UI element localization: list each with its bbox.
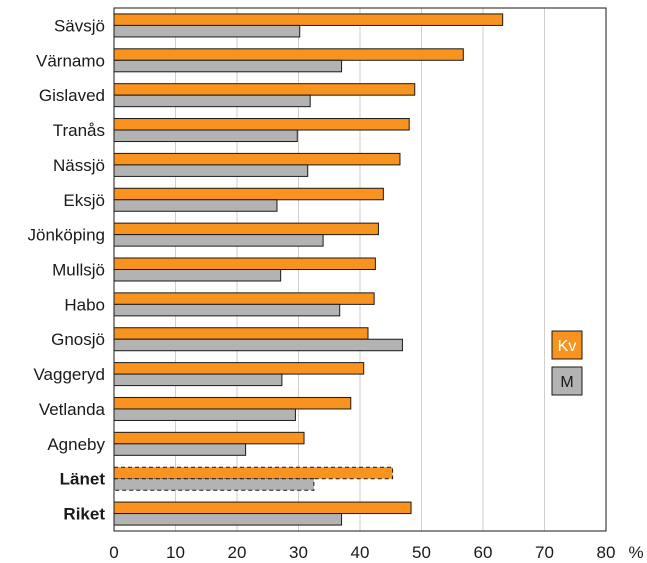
x-axis-ticks: 0 10 20 30 40 50 60 70 80% [109, 543, 643, 562]
bar-kv-savsjo [113, 13, 504, 26]
bar-m-vaggeryd [113, 373, 283, 387]
bar-kv-nassjo [113, 152, 401, 166]
x-tick-20: 20 [228, 543, 247, 562]
bar-m-lanet [113, 478, 315, 491]
category-label-agneby: Agneby [47, 435, 105, 454]
bar-m-habo [113, 303, 341, 317]
category-label-jonkoping: Jönköping [27, 226, 105, 245]
x-tick-0: 0 [109, 543, 118, 562]
x-tick-10: 10 [166, 543, 185, 562]
legend-label-kv: Kv [558, 338, 577, 355]
bar-kv-riket [113, 501, 412, 515]
legend-swatch-kv [551, 330, 583, 360]
bar-kv-gnosjo [113, 327, 369, 340]
category-labels: Sävsjö Värnamo Gislaved Tranås Nässjö Eksjö Jö… [27, 16, 105, 523]
x-tick-50: 50 [412, 543, 431, 562]
bar-kv-jonkoping [113, 222, 379, 236]
category-label-gnosjo: Gnosjö [51, 330, 105, 349]
category-label-eksjo: Eksjö [63, 191, 105, 210]
bar-m-mullsjo [113, 269, 282, 282]
bars [113, 13, 504, 526]
category-label-varnamo: Värnamo [36, 51, 105, 70]
category-label-vaggeryd: Vaggeryd [33, 365, 105, 384]
bar-kv-vaggeryd [113, 362, 365, 375]
bar-m-jonkoping [113, 234, 324, 247]
bar-m-savsjo [113, 24, 301, 38]
bar-kv-gislaved [113, 83, 416, 96]
x-axis-unit: % [628, 543, 643, 562]
category-label-gislaved: Gislaved [39, 86, 105, 105]
bar-m-vetlanda [113, 408, 296, 421]
bar-kv-vetlanda [113, 396, 352, 410]
bar-m-agneby [113, 443, 247, 456]
category-label-lanet: Länet [60, 470, 106, 489]
x-tick-70: 70 [535, 543, 554, 562]
x-tick-30: 30 [289, 543, 308, 562]
x-tick-60: 60 [474, 543, 493, 562]
legend-swatch-m [551, 366, 583, 396]
category-label-tranas: Tranås [53, 121, 105, 140]
category-label-mullsjo: Mullsjö [52, 261, 105, 280]
category-label-nassjo: Nässjö [53, 156, 105, 175]
bar-kv-varnamo [113, 48, 464, 61]
bar-m-eksjo [113, 199, 278, 212]
category-label-riket: Riket [63, 505, 105, 524]
bar-kv-habo [113, 292, 375, 305]
bar-kv-tranas [113, 118, 410, 131]
x-tick-40: 40 [351, 543, 370, 562]
plot-frame [113, 7, 607, 532]
bar-m-riket [113, 513, 343, 526]
bar-kv-mullsjo [113, 257, 376, 270]
bar-kv-agneby [113, 431, 305, 445]
legend-label-m: M [560, 374, 573, 391]
category-label-habo: Habo [64, 295, 105, 314]
x-tick-80: 80 [597, 543, 616, 562]
legend: Kv M [551, 330, 583, 396]
bar-kv-eksjo [113, 187, 384, 201]
category-label-savsjo: Sävsjö [54, 16, 105, 35]
bar-kv-lanet [113, 466, 394, 480]
bar-m-varnamo [113, 59, 343, 73]
bar-m-tranas [113, 129, 298, 143]
bar-m-gislaved [113, 94, 311, 108]
bar-m-nassjo [113, 164, 309, 177]
category-label-vetlanda: Vetlanda [39, 400, 106, 419]
bar-m-gnosjo [113, 338, 403, 352]
